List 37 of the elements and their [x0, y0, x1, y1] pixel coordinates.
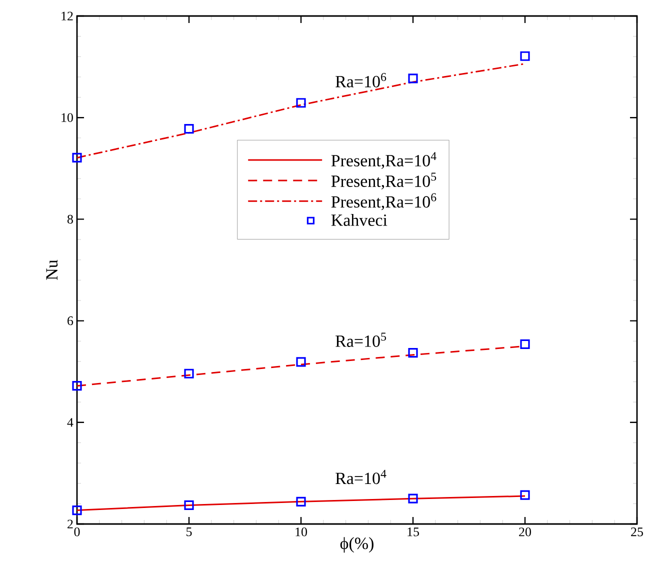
point — [72, 152, 82, 163]
y-tick-label: 8 — [67, 214, 73, 224]
x-tick-label: 20 — [519, 528, 532, 536]
y-tick-label: 12 — [62, 12, 73, 20]
x-tick-label: 10 — [296, 528, 308, 536]
line-series — [77, 495, 526, 512]
annotation: Ra=10$^{5}$ — [336, 332, 386, 347]
x-tick-label: 15 — [408, 528, 419, 536]
x-axis-title: ϕ(%) — [340, 537, 374, 553]
y-tick-label: 6 — [68, 316, 74, 326]
point — [520, 490, 530, 500]
point — [184, 368, 194, 378]
point — [296, 98, 306, 108]
y-tick-label: 10 — [62, 113, 73, 122]
point — [408, 348, 418, 358]
annotation: Ra=10$^{6}$ — [336, 73, 386, 88]
x-tick-label: 25 — [631, 528, 643, 536]
point — [296, 496, 306, 506]
point — [520, 51, 530, 61]
annotation: Ra=10$^{4}$ — [336, 470, 386, 484]
legend-label: Present,Ra=10$^{4}$ — [331, 152, 436, 169]
y-tick-label: 2 — [68, 520, 73, 528]
legend-label: Kahveci — [331, 214, 388, 226]
point — [184, 500, 194, 510]
legend-label: Present,Ra=10$^{5}$ — [331, 172, 436, 190]
point — [72, 505, 82, 516]
point — [296, 357, 306, 367]
x-tick-label: 0 — [74, 528, 80, 536]
x-tick-label: 5 — [186, 528, 192, 536]
point — [72, 381, 82, 391]
point — [184, 124, 194, 134]
point — [408, 74, 418, 84]
point — [520, 339, 530, 349]
legend-label: Present,Ra=10$^{6}$ — [331, 193, 436, 210]
y-axis-title: Nu — [46, 260, 58, 280]
y-tick-label: 4 — [67, 418, 74, 427]
point — [408, 494, 418, 504]
